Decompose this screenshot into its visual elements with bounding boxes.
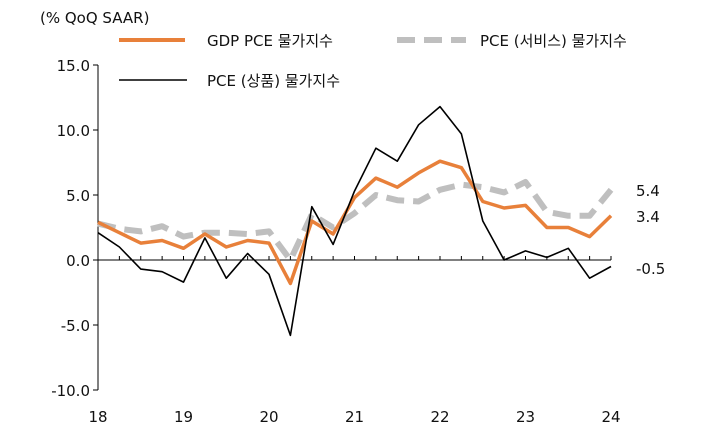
x-tick-label: 23 [516, 408, 535, 426]
y-tick-label: 15.0 [57, 57, 90, 75]
legend-label-pce-goods: PCE (상품) 물가지수 [207, 72, 340, 90]
legend: GDP PCE 물가지수 PCE (서비스) 물가지수 PCE (상품) 물가지… [119, 32, 627, 90]
end-labels: 5.4 3.4 -0.5 [636, 182, 665, 278]
x-tick-label: 24 [601, 408, 620, 426]
y-tick-label: -10.0 [51, 382, 90, 400]
x-tick-label: 20 [259, 408, 278, 426]
end-value-label: -0.5 [636, 260, 665, 278]
end-value-label: 3.4 [636, 208, 660, 226]
legend-label-gdp-pce: GDP PCE 물가지수 [207, 32, 333, 50]
x-tick-label: 19 [174, 408, 193, 426]
legend-label-pce-services: PCE (서비스) 물가지수 [480, 32, 627, 50]
series-layer [97, 105, 614, 337]
series-line-pce-goods [97, 105, 612, 337]
x-tick-label: 22 [430, 408, 449, 426]
y-tick-label: 10.0 [57, 122, 90, 140]
series-line-gdp-pce [97, 159, 613, 286]
series-line-pce-services [97, 179, 614, 263]
unit-label: (% QoQ SAAR) [40, 9, 149, 27]
x-tick-label: 18 [88, 408, 107, 426]
y-axis: 15.0 10.0 5.0 0.0 -5.0 -10.0 [51, 57, 99, 400]
end-value-label: 5.4 [636, 182, 660, 200]
y-tick-label: 5.0 [66, 187, 90, 205]
x-axis: 18 19 20 21 22 23 24 [88, 256, 621, 426]
y-tick-label: 0.0 [66, 252, 90, 270]
y-tick-label: -5.0 [61, 317, 90, 335]
x-tick-label: 21 [345, 408, 364, 426]
